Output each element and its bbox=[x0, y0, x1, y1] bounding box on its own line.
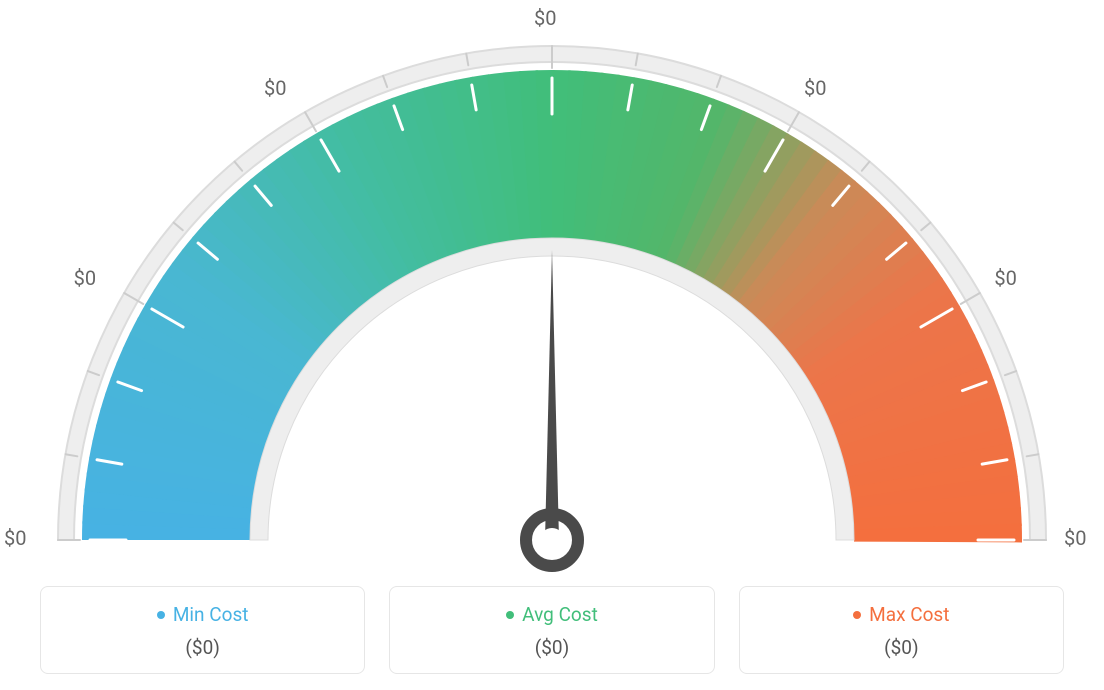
legend-dot-max bbox=[853, 611, 861, 619]
gauge-tick-label: $0 bbox=[264, 76, 286, 100]
gauge-tick-label: $0 bbox=[4, 526, 26, 550]
legend-label-min: Min Cost bbox=[173, 603, 249, 626]
legend-label-avg: Avg Cost bbox=[522, 603, 598, 626]
legend-value-max: ($0) bbox=[752, 636, 1051, 659]
legend-title-min: Min Cost bbox=[157, 603, 249, 626]
legend-card-avg: Avg Cost ($0) bbox=[389, 586, 714, 674]
legend-card-min: Min Cost ($0) bbox=[40, 586, 365, 674]
gauge-svg bbox=[42, 20, 1062, 580]
gauge-tick-label: $0 bbox=[804, 76, 826, 100]
gauge-tick-label: $0 bbox=[534, 6, 556, 30]
gauge-tick-label: $0 bbox=[994, 266, 1016, 290]
legend-dot-min bbox=[157, 611, 165, 619]
gauge-tick-label: $0 bbox=[1064, 526, 1086, 550]
legend-dot-avg bbox=[506, 611, 514, 619]
legend-value-avg: ($0) bbox=[402, 636, 701, 659]
gauge-chart: $0$0$0$0$0$0$0 bbox=[42, 20, 1062, 560]
legend-row: Min Cost ($0) Avg Cost ($0) Max Cost ($0… bbox=[40, 586, 1064, 674]
legend-label-max: Max Cost bbox=[869, 603, 949, 626]
legend-title-avg: Avg Cost bbox=[506, 603, 598, 626]
legend-value-min: ($0) bbox=[53, 636, 352, 659]
gauge-tick-label: $0 bbox=[74, 266, 96, 290]
legend-card-max: Max Cost ($0) bbox=[739, 586, 1064, 674]
legend-title-max: Max Cost bbox=[853, 603, 949, 626]
